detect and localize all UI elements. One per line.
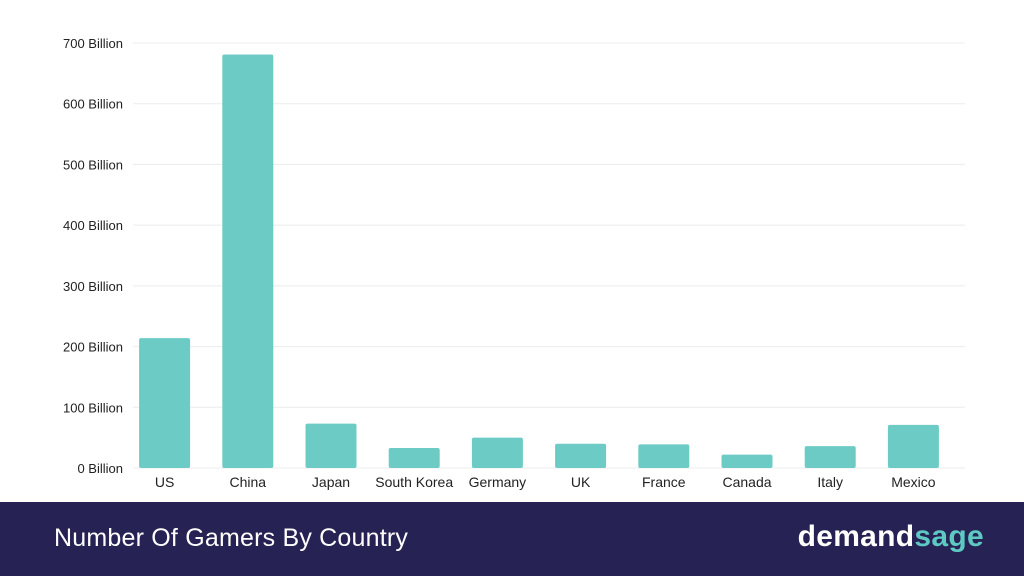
bar-china xyxy=(222,54,274,469)
y-tick-label: 200 Billion xyxy=(63,340,123,355)
bar-japan xyxy=(305,423,357,468)
x-category-label: Japan xyxy=(312,474,350,490)
chart-title: Number Of Gamers By Country xyxy=(54,524,409,552)
y-tick-label: 500 Billion xyxy=(63,157,123,172)
bar-uk xyxy=(555,443,607,468)
logo-text-sage: sage xyxy=(914,520,984,553)
y-tick-label: 700 Billion xyxy=(63,36,123,51)
brand-logo: demandsage xyxy=(798,520,984,554)
y-tick-label: 400 Billion xyxy=(63,218,123,233)
x-category-label: China xyxy=(230,474,267,490)
x-category-label: France xyxy=(642,474,686,490)
x-category-label: South Korea xyxy=(375,474,453,490)
x-category-label: Mexico xyxy=(891,474,936,490)
y-tick-label: 300 Billion xyxy=(63,279,123,294)
y-tick-label: 0 Billion xyxy=(77,461,123,476)
x-category-label: Germany xyxy=(469,474,527,490)
x-category-label: UK xyxy=(571,474,591,490)
y-tick-label: 100 Billion xyxy=(63,400,123,415)
bar-canada xyxy=(721,454,773,468)
bar-us xyxy=(139,338,191,468)
footer-banner: Number Of Gamers By Country demandsage xyxy=(0,502,1024,576)
x-category-label: US xyxy=(155,474,174,490)
x-category-label: Canada xyxy=(722,474,771,490)
x-category-label: Italy xyxy=(817,474,843,490)
chart-area: 0 Billion 100 Billion 200 Billion 300 Billi… xyxy=(63,36,965,490)
y-tick-label: 600 Billion xyxy=(63,97,123,112)
logo-text-demand: demand xyxy=(797,520,915,553)
bar-south-korea xyxy=(388,447,440,468)
bar-italy xyxy=(804,446,856,468)
bar-france xyxy=(638,444,690,468)
bar-chart: 0 Billion 100 Billion 200 Billion 300 Billi… xyxy=(63,36,965,490)
bar-mexico xyxy=(887,424,939,468)
bar-germany xyxy=(471,437,523,468)
